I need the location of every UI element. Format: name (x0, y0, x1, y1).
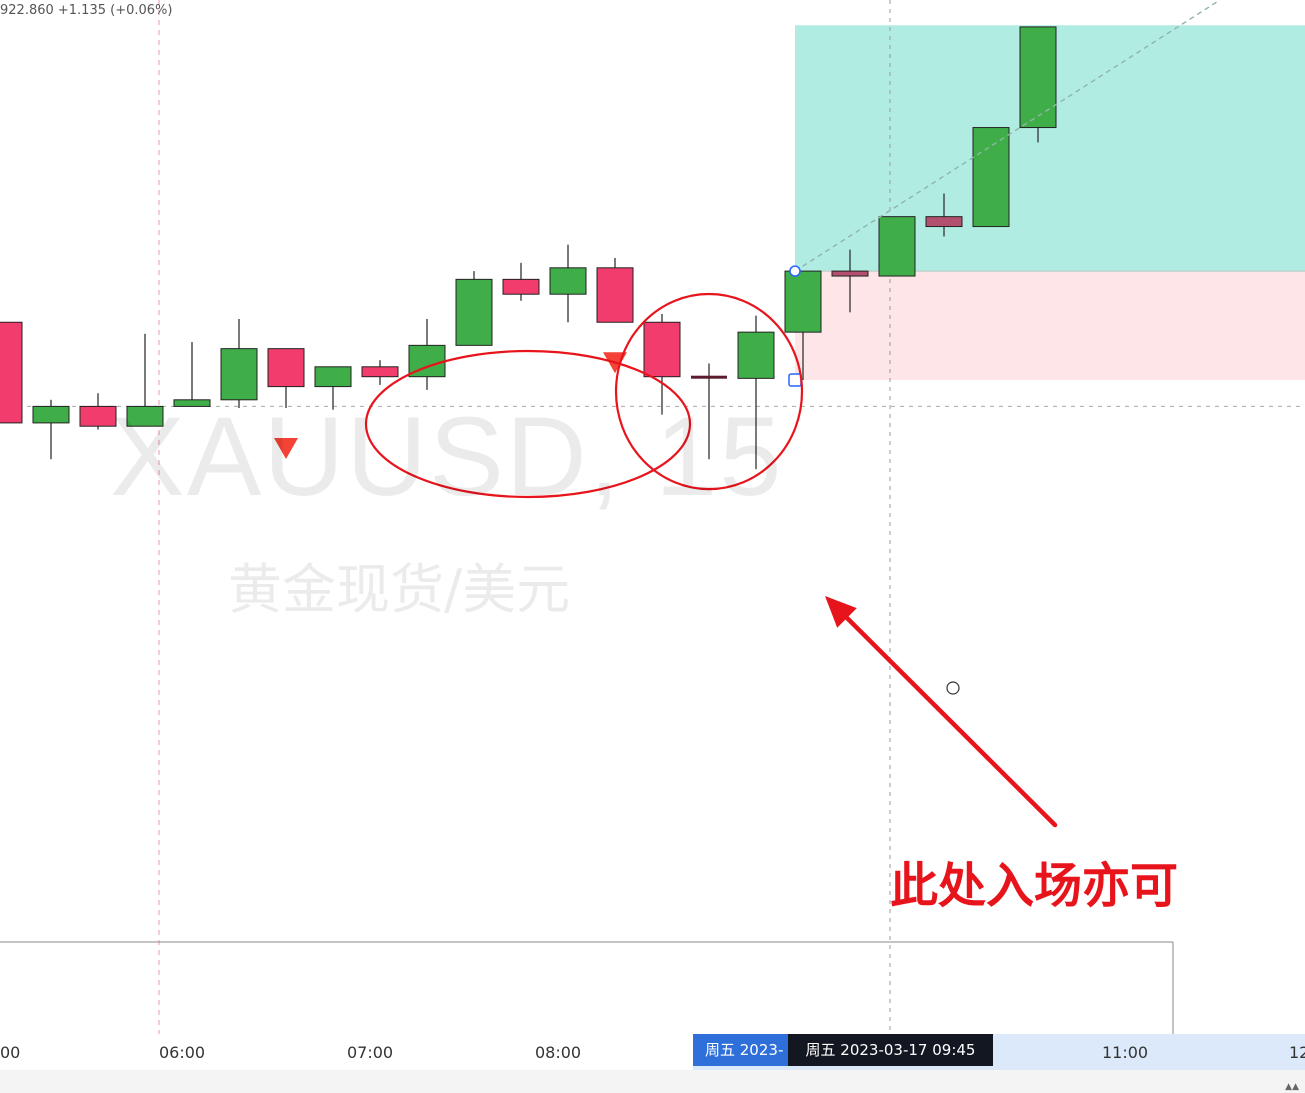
time-axis[interactable]: 00 06:00 07:00 08:00 11:00 12 周五 2023- 周… (0, 1034, 1305, 1070)
candle-body (596, 267, 634, 323)
highlight-ellipse (364, 349, 692, 499)
corner-mark: ▲▲ (1285, 1082, 1299, 1092)
candle-body (878, 216, 916, 277)
hand-cursor-icon (946, 681, 960, 695)
stop-loss-zone (795, 271, 1305, 380)
time-tick-label: 08:00 (535, 1043, 582, 1062)
ohlc-readout: 922.860 +1.135 (+0.06%) (0, 3, 173, 18)
candle-body (173, 399, 211, 407)
time-tick-label: 12 (1289, 1043, 1305, 1062)
time-tick-label: 06:00 (159, 1043, 206, 1062)
overlays (274, 0, 1221, 828)
candle-body (502, 278, 540, 295)
candle-body (314, 366, 352, 388)
candle-body (737, 331, 775, 379)
candle-body (972, 127, 1010, 228)
symbol-watermark: XAUUSD, 15 (110, 394, 784, 519)
candle-body (549, 267, 587, 295)
highlight-ellipse (614, 292, 804, 491)
candle-body (455, 278, 493, 346)
time-tick-label: 00 (0, 1043, 21, 1062)
bottom-strip (0, 1070, 1305, 1093)
sell-signal-triangle (274, 438, 298, 460)
candle-body (1019, 26, 1057, 129)
annotation-arrow-head (825, 596, 857, 628)
crosshair-time-label: 周五 2023-03-17 09:45 (788, 1034, 993, 1066)
time-tick-label: 07:00 (347, 1043, 394, 1062)
candle-body (0, 321, 23, 424)
time-tick-label: 11:00 (1102, 1043, 1149, 1062)
candle-body (267, 348, 305, 388)
stop-handle (788, 373, 802, 387)
grid-lines (0, 0, 1305, 1034)
annotation-text: 此处入场亦可 (890, 858, 1179, 914)
candles[interactable] (0, 26, 1057, 470)
candle-body (925, 216, 963, 228)
candle-body (831, 270, 869, 277)
candle-body (361, 366, 399, 378)
candle-body (691, 375, 727, 379)
entry-handle (789, 265, 801, 277)
description-watermark: 黄金现货/美元 (228, 558, 571, 621)
position-diagonal (794, 0, 1221, 272)
candle-body (643, 321, 681, 378)
candle-body (784, 270, 822, 333)
candle-body (126, 405, 164, 427)
range-start-label: 周五 2023- (693, 1034, 788, 1066)
candle-body (32, 405, 70, 424)
annotation-arrow-shaft (836, 607, 1058, 828)
candle-body (220, 348, 258, 401)
candle-body (79, 405, 117, 427)
